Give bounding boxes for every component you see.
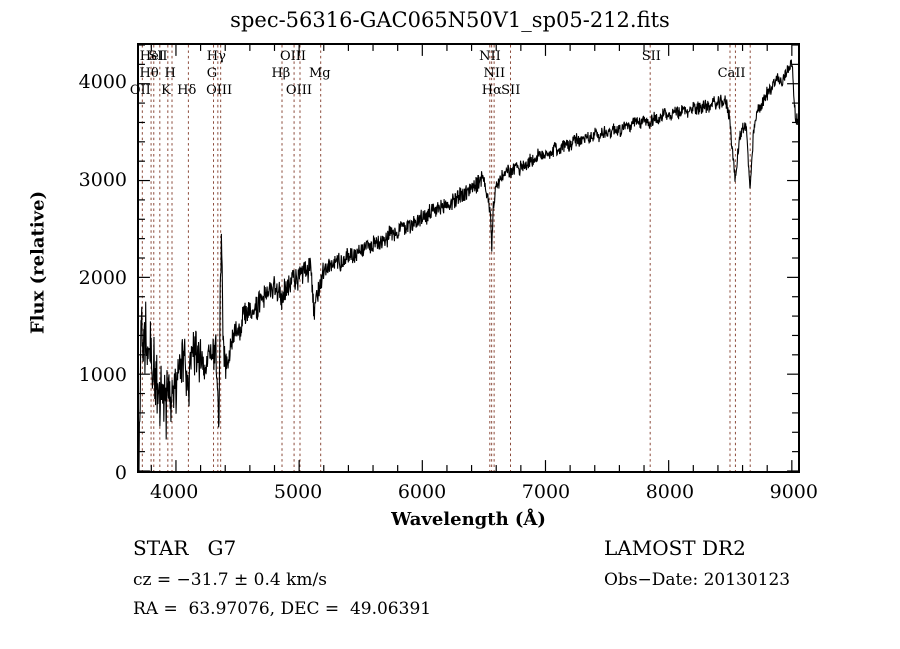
y-axis-title: Flux (relative) [27, 190, 49, 335]
line-label-SII-3869: SII [148, 49, 168, 64]
axis-tick-group [139, 45, 798, 471]
y-tick-4000: 4000 [78, 71, 127, 94]
y-tick-0: 0 [114, 462, 127, 484]
line-label-OIII-4959: OIII [279, 49, 307, 64]
line-label-OII-3727: OII [129, 83, 151, 98]
y-tick-3000: 3000 [78, 168, 127, 191]
line-label-SII-7850: SII [641, 49, 661, 64]
line-label-NII-6548: NII [479, 49, 501, 64]
x-tick-7000: 7000 [521, 481, 571, 503]
line-label-H-6563: Hα [481, 83, 502, 98]
line-label-H-4101: Hδ [177, 83, 197, 98]
line-label-Mg-5175: Mg [308, 66, 331, 81]
y-tick-2000: 2000 [78, 266, 127, 289]
x-axis-title: Wavelength (Å) [391, 509, 546, 530]
line-label-SII-6716: SII [501, 83, 521, 98]
line-label-OIII-5007: OIII [285, 83, 313, 98]
coordinates-label: RA = 63.97076, DEC = 49.06391 [133, 599, 432, 619]
y-tick-1000: 1000 [78, 364, 127, 387]
line-label-HeI-3820: HeI [139, 49, 164, 64]
object-metadata-left: STAR G7 cz = −31.7 ± 0.4 km/s RA = 63.97… [133, 536, 431, 628]
line-marker-group [141, 45, 751, 471]
x-tick-4000: 4000 [149, 481, 199, 503]
line-label-CaII-8498: CaII [717, 66, 746, 81]
line-label-H-3798: Hθ [139, 66, 159, 81]
line-label-K-3934: K [161, 83, 171, 98]
line-label-OIII-4363: OIII [206, 83, 233, 98]
line-label-G-4305: G [206, 66, 218, 81]
survey-release-label: LAMOST DR2 [604, 536, 746, 560]
redshift-velocity-label: cz = −31.7 ± 0.4 km/s [133, 570, 327, 590]
page-title: spec-56316-GAC065N50V1_sp05-212.fits [230, 8, 670, 32]
line-label-H-4340: Hγ [206, 49, 226, 64]
spectrum-trace [139, 59, 798, 471]
observation-date-label: Obs−Date: 20130123 [604, 570, 791, 590]
survey-metadata-right: LAMOST DR2 Obs−Date: 20130123 [604, 536, 790, 599]
x-tick-8000: 8000 [645, 481, 695, 503]
spectrum-plot-canvas [139, 45, 798, 471]
line-label-NII-6583: NII [483, 66, 506, 81]
x-tick-5000: 5000 [273, 481, 323, 503]
plot-frame [137, 43, 800, 473]
line-label-H-3968: H [164, 66, 176, 81]
x-tick-6000: 6000 [397, 481, 447, 503]
x-tick-9000: 9000 [769, 481, 818, 503]
object-class-label: STAR G7 [133, 536, 237, 560]
line-label-H-4861: Hβ [271, 66, 291, 81]
